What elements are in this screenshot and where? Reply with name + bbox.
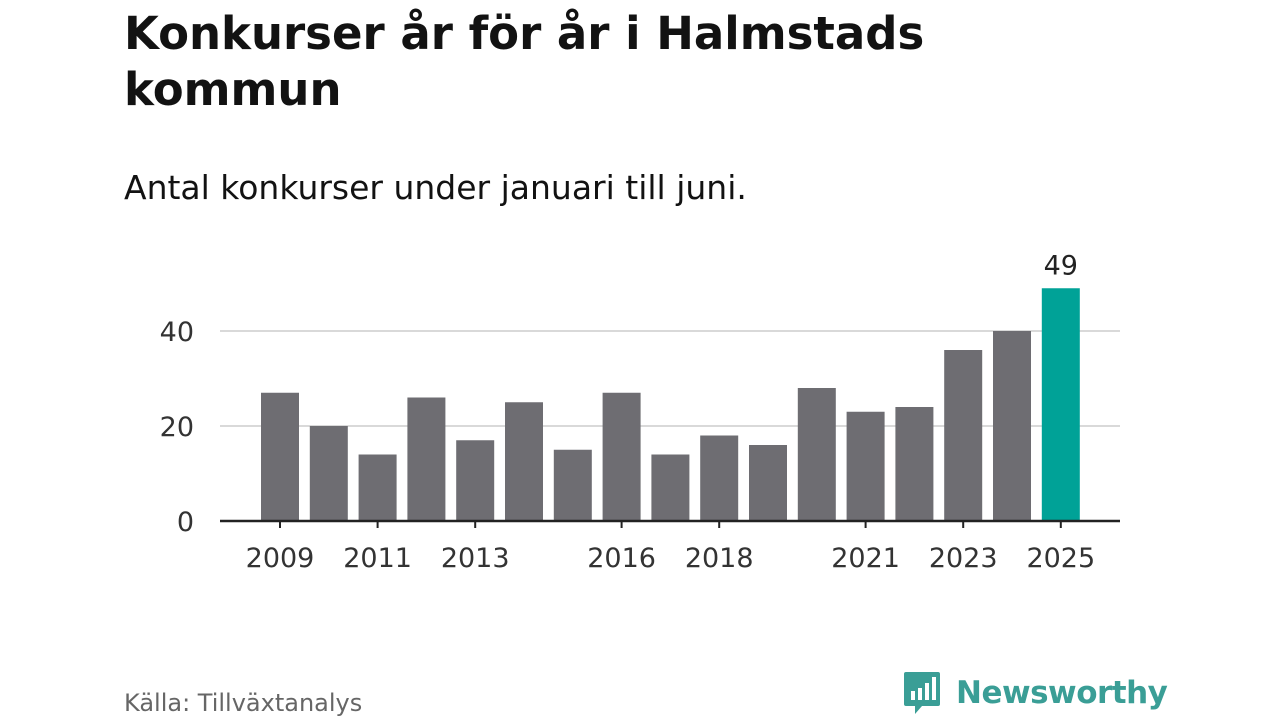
bar-2011 [358,454,397,521]
bar-2013 [456,440,495,521]
bar-2024 [993,331,1031,521]
x-tick-label-2025: 2025 [1026,543,1095,574]
x-tick-label-2021: 2021 [831,543,900,574]
bar-2025 [1041,288,1080,521]
y-tick-label-20: 20 [160,412,194,443]
bar-2019 [749,445,787,521]
bar-2021 [846,411,885,521]
brand-name: Newsworthy [956,675,1168,711]
x-tick-label-2018: 2018 [685,543,754,574]
bar-2016 [602,392,641,521]
brand-logo[interactable]: Newsworthy [902,670,1168,716]
bar-2020 [797,388,836,521]
source-note: Källa: Tillväxtanalys [124,689,363,717]
bar-2009 [261,392,299,521]
bar-2017 [651,454,690,521]
chart-subtitle: Antal konkurser under januari till juni. [124,168,747,207]
bar-2010 [309,426,348,521]
y-tick-label-40: 40 [160,317,194,348]
y-tick-label-0: 0 [177,507,194,538]
bar-2018 [700,435,739,521]
bar-2015 [553,449,592,521]
bar-2012 [407,397,446,521]
x-tick-label-2013: 2013 [441,543,510,574]
x-tick-label-2016: 2016 [587,543,656,574]
x-tick-label-2011: 2011 [343,543,412,574]
data-label-2025: 49 [1044,250,1078,281]
bar-2014 [505,402,543,521]
bar-2023 [944,350,983,521]
newsworthy-logo-icon [904,672,940,714]
x-tick-label-2009: 2009 [246,543,315,574]
bar-chart: 0 20 40 49 2009 2011 2013 2016 2018 2021 2023 2025 [160,250,1120,574]
bar-2022 [895,407,934,521]
chart-title: Konkurser år för år i Halmstads kommun [124,7,925,116]
x-tick-label-2023: 2023 [929,543,998,574]
